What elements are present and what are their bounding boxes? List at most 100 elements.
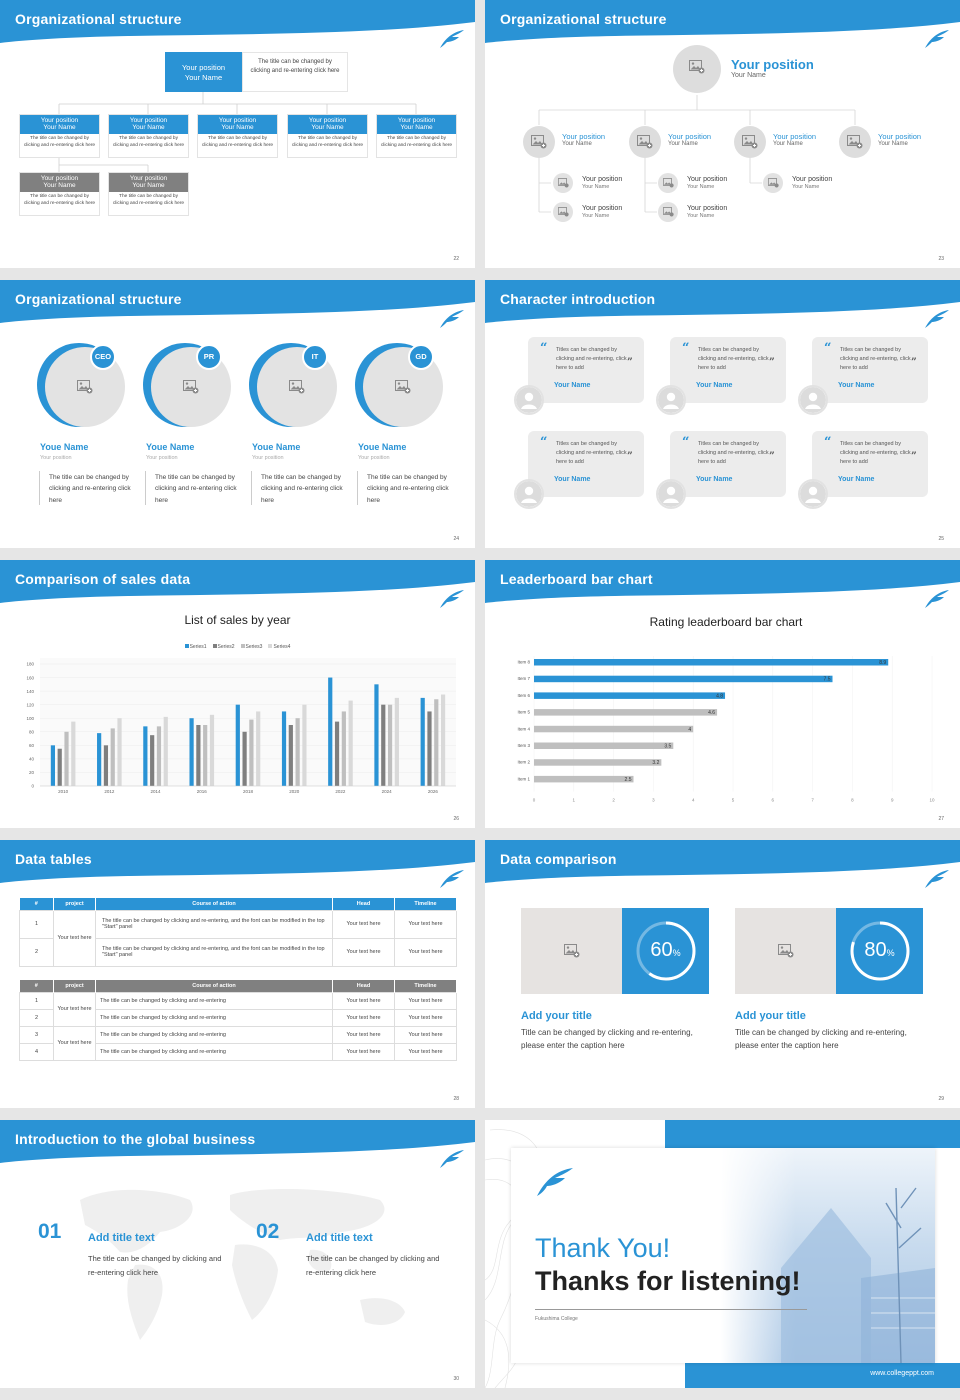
slide-title: Leaderboard bar chart (500, 571, 653, 587)
thanks-text: Thank You! (535, 1233, 671, 1263)
column-header[interactable]: # (19, 980, 54, 992)
bar (427, 711, 432, 786)
slide-29[interactable]: Data comparison 60% Add your title Title c… (485, 840, 960, 1108)
logo-icon (439, 309, 465, 329)
column-header[interactable]: # (19, 898, 54, 910)
legend-swatch (240, 644, 245, 648)
row-number: 2 (19, 1008, 54, 1027)
x-tick-label: 2018 (243, 789, 254, 794)
campus-photo (721, 1148, 935, 1363)
position-label: Your position (129, 175, 168, 182)
name-label: Your Name (43, 182, 76, 190)
slide-28[interactable]: Data tables # project Course of action Head… (0, 840, 475, 1108)
slide-26[interactable]: Comparison of sales data List of sales b… (0, 560, 475, 828)
quote-open-icon: “ (682, 341, 690, 356)
position-label: Your position (181, 63, 226, 72)
position-label: Your position (218, 117, 257, 124)
column-header[interactable]: Course of action (95, 980, 333, 992)
table-header-row: # project Course of action Head Timeline (19, 980, 457, 992)
column-header[interactable]: Timeline (394, 980, 457, 992)
org-card[interactable]: Your position Your Name The title can be c… (376, 114, 457, 158)
column-header[interactable]: project (53, 980, 96, 992)
team-member[interactable]: PR Youe Name Your position The title can be… (143, 343, 243, 523)
slide-25[interactable]: Character introduction “ Titles can be ch… (485, 280, 960, 548)
position-label: Your position (397, 117, 436, 124)
row-number: 1 (19, 909, 54, 939)
x-tick-label: 2022 (335, 789, 346, 794)
column-header[interactable]: project (53, 898, 96, 910)
table-row[interactable]: 1 Your text here The title can be changed … (19, 909, 457, 967)
slide-31[interactable]: Thank You! Thanks for listening! Fukushi… (485, 1120, 960, 1388)
page-number: 29 (938, 1096, 944, 1102)
slide-24[interactable]: Organizational structure CEO Youe Name You… (0, 280, 475, 548)
table-row[interactable]: 2 The title can be changed by clicking an… (19, 937, 457, 967)
website-url[interactable]: www.collegeppt.com (870, 1370, 934, 1377)
logo-icon (924, 869, 950, 889)
legend-label: Series1 (189, 644, 207, 650)
action-cell: The title can be changed by clicking and… (95, 1008, 333, 1027)
project-cell: Your text here (53, 1025, 96, 1061)
comparison-item[interactable]: 80% Add your title Title can be changed by… (735, 908, 925, 1068)
team-member[interactable]: IT Youe Name Your position The title can be… (249, 343, 349, 523)
team-member[interactable]: GD Youe Name Your position The title can be… (355, 343, 455, 523)
slide-title: Data comparison (500, 851, 617, 867)
role-badge: CEO (90, 344, 116, 370)
quote-text: Titles can be changed by clicking and re… (698, 347, 769, 372)
slide-header (485, 560, 960, 603)
divider (251, 471, 252, 505)
slide-22[interactable]: Organizational structure Your position Y… (0, 0, 475, 268)
head-cell: Your text here (332, 1042, 395, 1061)
table-row[interactable]: 3 Your text here The title can be changed … (19, 1025, 457, 1061)
team-member[interactable]: CEO Youe Name Your position The title can b… (37, 343, 137, 523)
x-tick-label: 6 (772, 798, 775, 803)
position-label: Your position (878, 132, 922, 141)
column-header[interactable]: Head (332, 898, 395, 910)
table-row[interactable]: 1 Your text here The title can be changed … (19, 991, 457, 1027)
column-header[interactable]: Head (332, 980, 395, 992)
org-card[interactable]: Your position Your Name The title can be c… (19, 114, 100, 158)
testimonial-card[interactable]: “ Titles can be changed by clicking and r… (670, 431, 786, 497)
legend-item: Series1 (184, 644, 207, 650)
org-card[interactable]: Your position Your Name The title can be c… (197, 114, 278, 158)
chart-legend: Series1 Series2 Series3 Series4 (0, 644, 475, 650)
avatar (523, 126, 555, 158)
legend-item: Series2 (212, 644, 235, 650)
avatar (553, 173, 573, 193)
page-number: 28 (453, 1096, 459, 1102)
slide-title: Organizational structure (15, 11, 182, 27)
testimonial-card[interactable]: “ Titles can be changed by clicking and r… (812, 337, 928, 403)
testimonial-card[interactable]: “ Titles can be changed by clicking and r… (670, 337, 786, 403)
name-label: Your Name (400, 124, 433, 132)
card-desc: The title can be changed by clicking and… (380, 135, 453, 149)
item-title: Add title text (306, 1232, 373, 1244)
column-header[interactable]: Course of action (95, 898, 333, 910)
org-card[interactable]: Your position Your Name The title can be c… (19, 172, 100, 216)
legend-item: Series3 (240, 644, 262, 650)
logo-icon (537, 1168, 573, 1196)
card-desc: The title can be changed by clicking and… (201, 135, 274, 149)
comparison-item[interactable]: 60% Add your title Title can be changed by… (521, 908, 711, 1068)
org-card[interactable]: Your position Your Name The title can be c… (287, 114, 368, 158)
table-row[interactable]: 4 The title can be changed by clicking an… (19, 1042, 457, 1061)
org-top-box[interactable]: Your position Your Name (165, 52, 242, 92)
testimonial-card[interactable]: “ Titles can be changed by clicking and r… (528, 337, 644, 403)
slide-30[interactable]: Introduction to the global business 01 Ad… (0, 1120, 475, 1388)
column-header[interactable]: Timeline (394, 898, 457, 910)
slide-title: Organizational structure (500, 11, 667, 27)
head-cell: Your text here (332, 1025, 395, 1044)
bar (156, 726, 162, 786)
org-card[interactable]: Your position Your Name The title can be c… (108, 172, 189, 216)
name-label: Your Name (132, 124, 165, 132)
org-card[interactable]: Your position Your Name The title can be c… (108, 114, 189, 158)
bar (534, 725, 694, 733)
slide-27[interactable]: Leaderboard bar chart Rating leaderboard… (485, 560, 960, 828)
avatar-icon (798, 479, 828, 509)
testimonial-card[interactable]: “ Titles can be changed by clicking and r… (528, 431, 644, 497)
quote-text: Titles can be changed by clicking and re… (840, 441, 911, 466)
timeline-cell: Your text here (394, 909, 457, 939)
slide-23[interactable]: Organizational structure Your position Y… (485, 0, 960, 268)
x-tick-label: 2010 (58, 789, 69, 794)
testimonial-card[interactable]: “ Titles can be changed by clicking and r… (812, 431, 928, 497)
slide-title: Organizational structure (15, 291, 182, 307)
quote-close-icon: ” (627, 357, 633, 368)
